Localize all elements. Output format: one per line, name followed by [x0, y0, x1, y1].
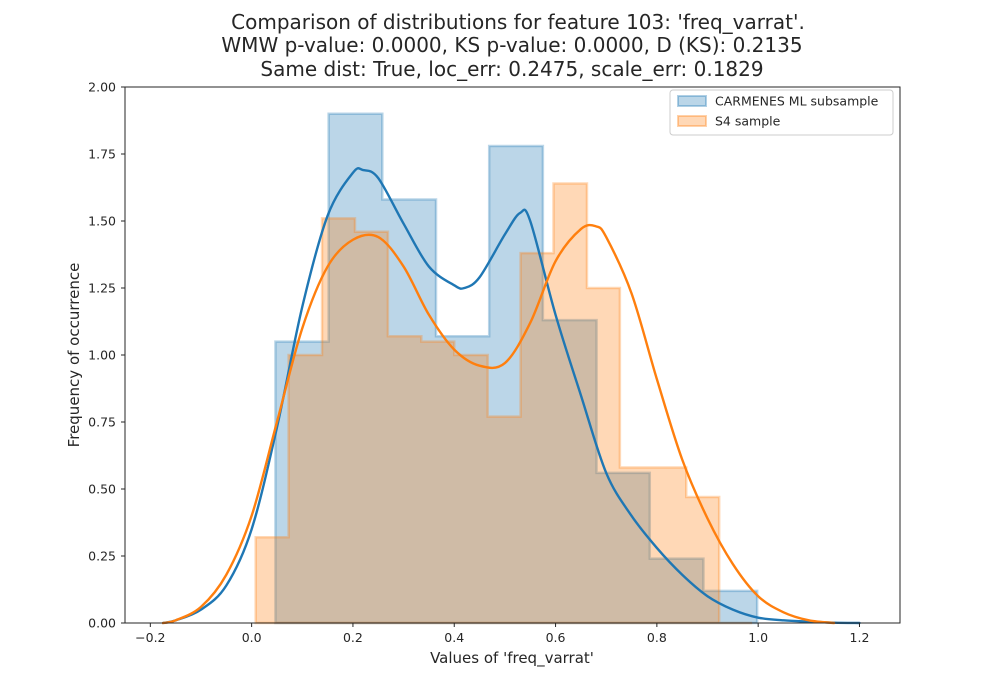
- x-tick-label: 1.0: [748, 630, 768, 645]
- legend-swatch-carmenes: [677, 95, 707, 107]
- histogram-fill: [255, 183, 753, 624]
- legend: CARMENES ML subsample S4 sample: [669, 89, 894, 136]
- legend-swatch-s4: [677, 115, 707, 127]
- kde-line-carmenes: [161, 167, 861, 625]
- x-axis-ticks: −0.2 0.0 0.2 0.4 0.6 0.8 1.0 1.2: [135, 623, 869, 645]
- y-tick-label: 1.75: [88, 147, 116, 162]
- legend-frame: [669, 89, 894, 136]
- plot-frame: [124, 86, 901, 624]
- x-tick-label: 0.4: [444, 630, 464, 645]
- kde-line-s4: [161, 223, 836, 625]
- y-tick-label: 1.50: [88, 214, 116, 229]
- x-axis-label: Values of 'freq_varrat': [430, 649, 594, 668]
- histogram-outline: [274, 112, 759, 625]
- histogram-carmenes: [274, 112, 759, 625]
- y-tick-label: 0.75: [88, 415, 116, 430]
- y-tick-label: 1.25: [88, 281, 116, 296]
- chart-title: Comparison of distributions for feature …: [221, 10, 804, 81]
- title-line-1: Comparison of distributions for feature …: [231, 10, 805, 34]
- y-tick-label: 2.00: [88, 80, 116, 95]
- x-tick-label: 0.0: [242, 630, 262, 645]
- plot-area: [161, 112, 861, 625]
- y-tick-label: 0.00: [88, 616, 116, 631]
- histogram-fill: [275, 113, 758, 624]
- y-tick-label: 0.50: [88, 482, 116, 497]
- legend-label-carmenes: CARMENES ML subsample: [715, 94, 879, 109]
- y-axis-label: Frequency of occurrence: [65, 263, 83, 448]
- title-line-3: Same dist: True, loc_err: 0.2475, scale_…: [260, 57, 763, 81]
- x-tick-label: 1.2: [850, 630, 870, 645]
- legend-label-s4: S4 sample: [715, 114, 781, 129]
- y-tick-label: 0.25: [88, 549, 116, 564]
- y-axis-ticks: 0.00 0.25 0.50 0.75 1.00 1.25 1.50 1.75 2.00: [88, 80, 125, 631]
- title-line-2: WMW p-value: 0.0000, KS p-value: 0.0000,…: [221, 33, 802, 57]
- x-tick-label: 0.2: [343, 630, 363, 645]
- x-tick-label: 0.8: [647, 630, 667, 645]
- y-tick-label: 1.00: [88, 348, 116, 363]
- x-tick-label: 0.6: [546, 630, 566, 645]
- x-tick-label: −0.2: [135, 630, 165, 645]
